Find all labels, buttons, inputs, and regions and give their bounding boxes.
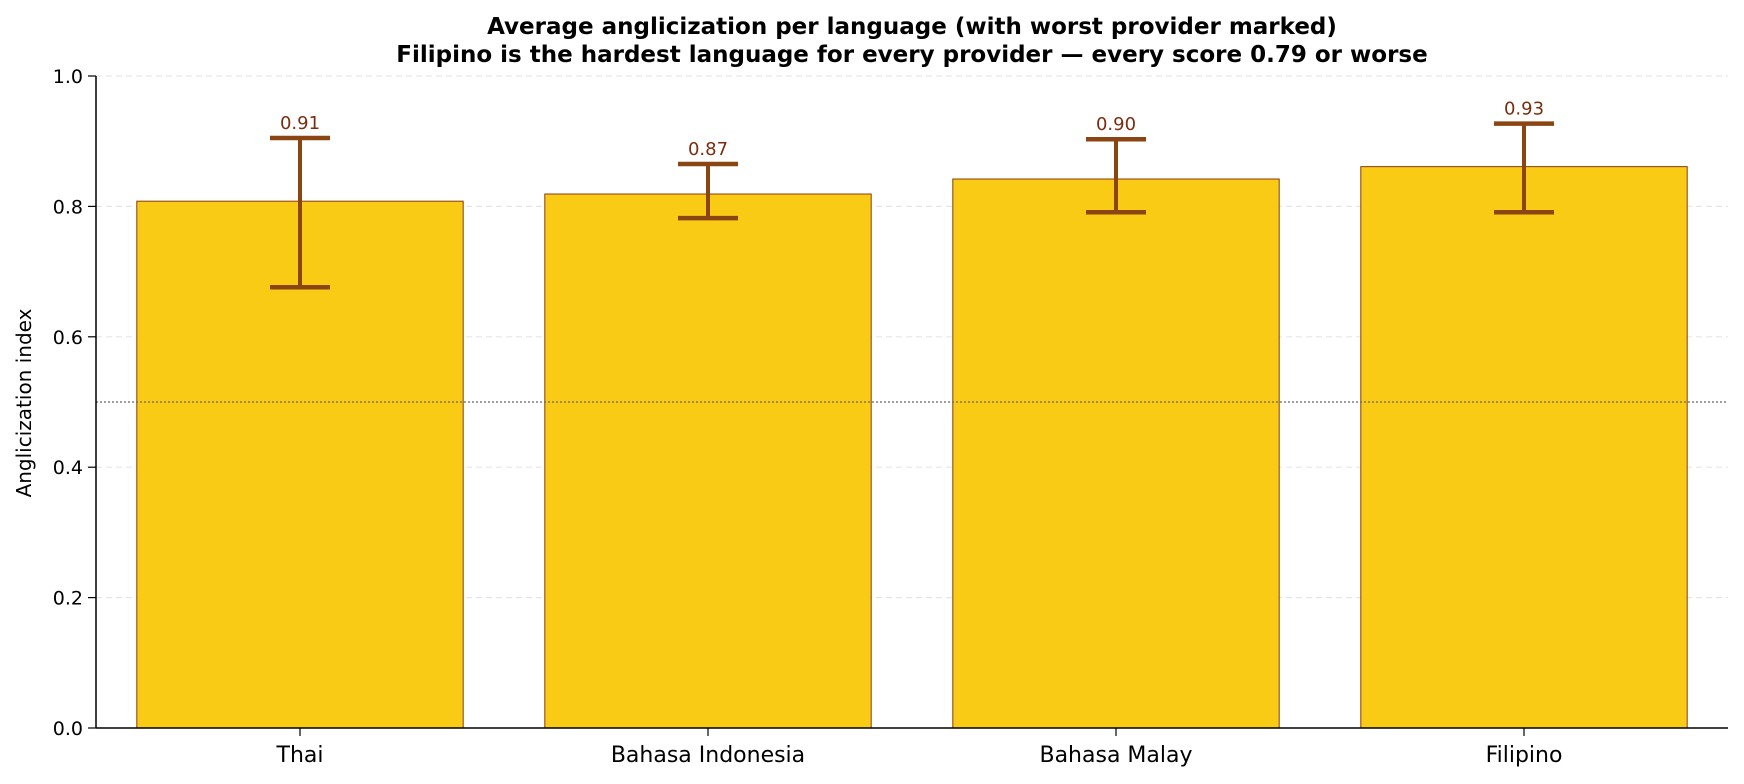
bar <box>952 178 1280 729</box>
y-tick-label: 0.0 <box>53 718 83 740</box>
x-ticks: Thai Bahasa Indonesia Bahasa Malay Filipino <box>276 728 1563 768</box>
y-axis-title: Anglicization index <box>12 308 36 497</box>
x-tick-label: Bahasa Indonesia <box>611 743 805 768</box>
x-tick-label: Thai <box>276 743 324 768</box>
data-label: 0.87 <box>688 139 728 160</box>
bar <box>1360 166 1688 729</box>
data-label: 0.91 <box>280 113 320 134</box>
y-tick-label: 0.6 <box>53 327 83 349</box>
error-bars <box>270 121 1554 290</box>
y-tick-label: 0.8 <box>53 196 83 218</box>
x-tick-label: Bahasa Malay <box>1039 743 1192 768</box>
data-labels: 0.91 0.87 0.90 0.93 <box>280 99 1544 160</box>
axes <box>95 76 1728 729</box>
data-label: 0.90 <box>1096 114 1136 135</box>
y-tick-label: 0.2 <box>53 588 83 610</box>
chart-title: Average anglicization per language (with… <box>487 14 1337 40</box>
x-tick-label: Filipino <box>1486 743 1563 768</box>
chart-subtitle: Filipino is the hardest language for eve… <box>396 42 1427 68</box>
bar <box>544 193 872 729</box>
data-label: 0.93 <box>1504 99 1544 120</box>
bars <box>136 166 1688 729</box>
y-tick-label: 1.0 <box>53 66 83 88</box>
y-ticks: 0.0 0.2 0.4 0.6 0.8 1.0 <box>53 66 96 740</box>
y-tick-label: 0.4 <box>53 457 83 479</box>
